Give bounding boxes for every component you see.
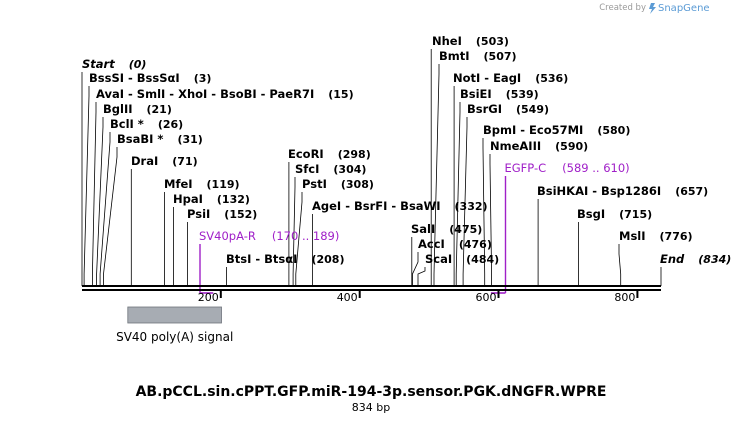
primer-label[interactable]: SV40pA-R (170 .. 189) [199, 229, 339, 243]
site-connector [489, 154, 492, 286]
site-position: (132) [217, 193, 250, 206]
ruler-ticks: 200 400 600 800 [198, 291, 639, 304]
site-label[interactable]: HpaI (132) [173, 192, 250, 206]
feature-bar[interactable] [127, 306, 222, 324]
site-connector [433, 64, 440, 286]
site-label[interactable]: EcoRI (298) [288, 147, 371, 161]
site-connector [618, 244, 622, 286]
ruler-tick-label: 400 [337, 291, 358, 304]
site-label[interactable]: BtsI - BtsαI (208) [226, 252, 345, 266]
site-position: (71) [172, 155, 197, 168]
site-connector [462, 117, 468, 286]
site-label[interactable]: MfeI (119) [164, 177, 240, 191]
site-connector [295, 192, 303, 286]
site-position: (549) [516, 103, 549, 116]
site-label[interactable]: BsiHKAI - Bsp1286I (657) [537, 184, 708, 198]
created-by-label: Created by [599, 3, 646, 13]
site-position: (31) [177, 133, 202, 146]
site-position: (503) [476, 35, 509, 48]
site-connector [417, 267, 426, 286]
ruler-tick-label: 200 [198, 291, 219, 304]
site-label[interactable]: ScaI (484) [425, 252, 499, 266]
site-connector [455, 102, 461, 286]
site-connector [412, 252, 419, 286]
primer-range: (589 .. 610) [562, 161, 630, 175]
site-position: (332) [455, 200, 488, 213]
site-position: (208) [311, 253, 344, 266]
site-connector [482, 138, 486, 286]
site-label[interactable]: SfcI (304) [295, 162, 366, 176]
site-position: (476) [459, 238, 492, 251]
site-connector [292, 177, 296, 286]
site-position: (26) [158, 118, 183, 131]
site-labels[interactable]: Start (0)BssSI - BssSαI (3) AvaI - SmlI - X… [82, 34, 731, 266]
site-label[interactable]: DraI (71) [131, 154, 198, 168]
snapgene-logo-icon [649, 3, 656, 14]
site-label[interactable]: BssSI - BssSαI (3) [89, 71, 211, 85]
site-position: (484) [466, 253, 499, 266]
site-label[interactable]: NmeAIII (590) [490, 139, 588, 153]
site-label[interactable]: PsiI (152) [187, 207, 257, 221]
site-position: (15) [328, 88, 353, 101]
site-position: (308) [341, 178, 374, 191]
site-position: (475) [449, 223, 482, 236]
site-position: (536) [535, 72, 568, 85]
ruler-tick-label: 800 [614, 291, 635, 304]
site-label[interactable]: BsrGI (549) [467, 102, 549, 116]
feature-layer: SV40 poly(A) signal [116, 306, 233, 344]
site-label[interactable]: BpmI - Eco57MI (580) [483, 123, 630, 137]
site-position: (590) [555, 140, 588, 153]
site-position: (152) [224, 208, 257, 221]
feature-label: SV40 poly(A) signal [116, 330, 233, 344]
site-label[interactable]: BglII (21) [103, 102, 172, 116]
site-position: (304) [333, 163, 366, 176]
site-label[interactable]: NotI - EagI (536) [453, 71, 568, 85]
site-label[interactable]: AccI (476) [418, 237, 492, 251]
site-label[interactable]: Start (0) [82, 57, 146, 71]
site-label[interactable]: AvaI - SmlI - XhoI - BsoBI - PaeR7I (15) [96, 87, 354, 101]
site-position: (834) [698, 253, 731, 266]
site-position: (3) [194, 72, 212, 85]
site-label[interactable]: BsaBI * (31) [117, 132, 203, 146]
site-position: (657) [675, 185, 708, 198]
site-label[interactable]: BclI * (26) [110, 117, 183, 131]
site-label[interactable]: BmtI (507) [439, 49, 517, 63]
site-connector [103, 147, 118, 286]
site-label[interactable]: End (834) [660, 252, 731, 266]
site-label[interactable]: SalI (475) [411, 222, 482, 236]
site-connector [99, 132, 111, 286]
map-length: 834 bp [352, 401, 390, 414]
snapgene-brand-label: SnapGene [658, 3, 710, 14]
site-position: (715) [619, 208, 652, 221]
site-label[interactable]: BsiEI (539) [460, 87, 539, 101]
ruler-tick-label: 600 [476, 291, 497, 304]
site-position: (507) [484, 50, 517, 63]
site-label[interactable]: NheI (503) [432, 34, 509, 48]
primer-label[interactable]: EGFP-C (589 .. 610) [505, 161, 630, 175]
map-title: AB.pCCL.sin.cPPT.GFP.miR-194-3p.sensor.P… [136, 384, 607, 400]
site-position: (580) [597, 124, 630, 137]
site-label[interactable]: PstI (308) [302, 177, 374, 191]
site-position: (119) [207, 178, 240, 191]
site-connector [96, 117, 104, 286]
site-connector [92, 102, 97, 286]
primer-layer: SV40pA-R (170 .. 189) EGFP-C (589 .. 610) [199, 161, 630, 294]
site-position: (776) [660, 230, 693, 243]
site-position: (21) [147, 103, 172, 116]
site-position: (0) [129, 58, 147, 71]
primer-range: (170 .. 189) [272, 229, 340, 243]
site-label[interactable]: BsgI (715) [577, 207, 652, 221]
site-label[interactable]: MslI (776) [619, 229, 693, 243]
site-label[interactable]: AgeI - BsrFI - BsaWI (332) [312, 199, 488, 213]
site-connector-lines [81, 49, 662, 286]
site-position: (539) [506, 88, 539, 101]
site-connector [83, 86, 90, 286]
site-position: (298) [338, 148, 371, 161]
